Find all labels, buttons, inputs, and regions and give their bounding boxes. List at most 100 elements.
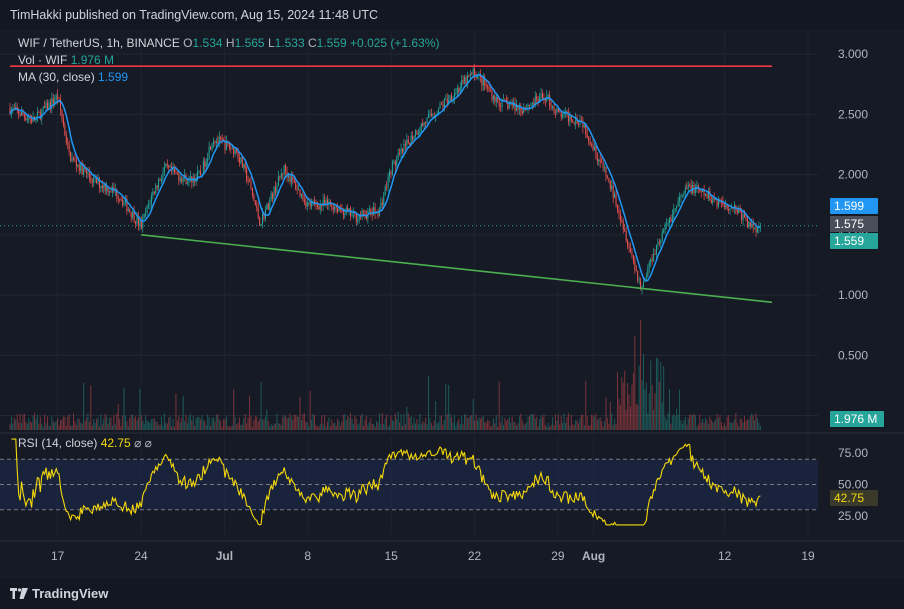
candle-body [83,167,85,175]
candle-body [494,95,496,102]
volume-bar [234,417,236,430]
volume-bar [332,423,334,430]
volume-bar [227,425,229,430]
volume-bar [635,404,637,430]
volume-bar [305,421,307,430]
volume-bar [381,413,383,430]
volume-bar [306,422,308,430]
volume-bar [380,424,382,430]
volume-bar [129,418,131,430]
volume-bar [256,416,258,430]
candle-body [537,99,539,103]
candle-body [344,213,346,215]
candle-body [647,268,649,277]
volume-bar [696,426,698,430]
open-value: 1.534 [192,36,223,50]
volume-bar [707,424,709,430]
volume-bar [142,420,144,430]
candle-body [277,176,279,187]
candle-body [716,199,718,207]
candle-body [373,207,375,215]
candle-body [204,160,206,167]
volume-bar [657,358,659,430]
volume-bar [758,422,760,430]
candle-body [26,118,28,120]
volume-bar [583,425,585,430]
candle-body [91,179,93,183]
volume-bar [188,416,190,430]
volume-bar [290,416,292,430]
legend-volume-row: Vol · WIF 1.976 M [18,53,114,67]
candle-body [579,120,581,125]
candle-body [326,199,328,205]
volume-bar [184,421,186,430]
volume-bar [510,422,512,430]
volume-bar [449,413,451,430]
volume-bar [254,416,256,430]
volume-bar [91,425,93,430]
volume-bar [676,408,678,430]
volume-bar [741,419,743,430]
candle-body [556,109,558,113]
candle-body [606,176,608,179]
candle-body [148,204,150,206]
volume-bar [246,423,248,430]
volume-bar [263,419,265,430]
volume-bar [292,419,294,430]
volume-bar [668,389,670,430]
volume-bar [718,417,720,430]
volume-bar [748,419,750,430]
candle-body [264,209,266,219]
candle-body [658,242,660,244]
candle-body [585,124,587,135]
candle-body [469,73,471,77]
volume-bar [224,419,226,430]
volume-bar [54,422,56,430]
candle-body [735,204,737,209]
volume-bar [507,419,509,430]
price-tick-label: 1.000 [838,288,868,302]
volume-bar [75,424,77,430]
volume-bar [504,417,506,430]
volume-bar [622,382,624,430]
volume-bar [735,413,737,430]
candle-body [420,123,422,132]
candle-body [270,193,272,200]
volume-bar [51,416,53,430]
candle-body [602,162,604,169]
volume-bar [162,425,164,430]
volume-bar [247,417,249,430]
volume-bar [412,424,414,430]
volume-bar [543,414,545,430]
rsi-label[interactable]: RSI (14, close) [18,436,98,450]
volume-bar [390,415,392,430]
candle-body [16,106,18,110]
ma-label[interactable]: MA (30, close) [18,70,95,84]
tradingview-logo[interactable]: TradingView [10,586,108,601]
symbol-title[interactable]: WIF / TetherUS, 1h, BINANCE [18,36,180,50]
volume-bar [136,420,138,430]
candle-body [36,112,38,117]
candle-body [449,95,451,101]
volume-bar [267,420,269,430]
volume-bar [205,425,207,430]
volume-bar [204,420,206,430]
candle-body [279,176,281,178]
candle-body [129,209,131,213]
volume-bar [550,424,552,430]
volume-bar [602,426,604,430]
volume-bar [111,425,113,430]
candle-body [256,205,258,208]
volume-bar [414,423,416,430]
candle-body [249,181,251,183]
volume-bar [363,425,365,430]
candle-body [31,118,33,122]
volume-label[interactable]: Vol · WIF [18,53,68,67]
candle-body [414,130,416,137]
candle-body [127,209,129,212]
candle-body [742,214,744,220]
candle-body [246,168,248,181]
rsi-extra: ⌀ ⌀ [134,436,152,450]
candle-body [440,103,442,105]
price-chart[interactable]: 3.0002.5002.0001.5001.0000.5000.0001724J… [0,30,904,578]
